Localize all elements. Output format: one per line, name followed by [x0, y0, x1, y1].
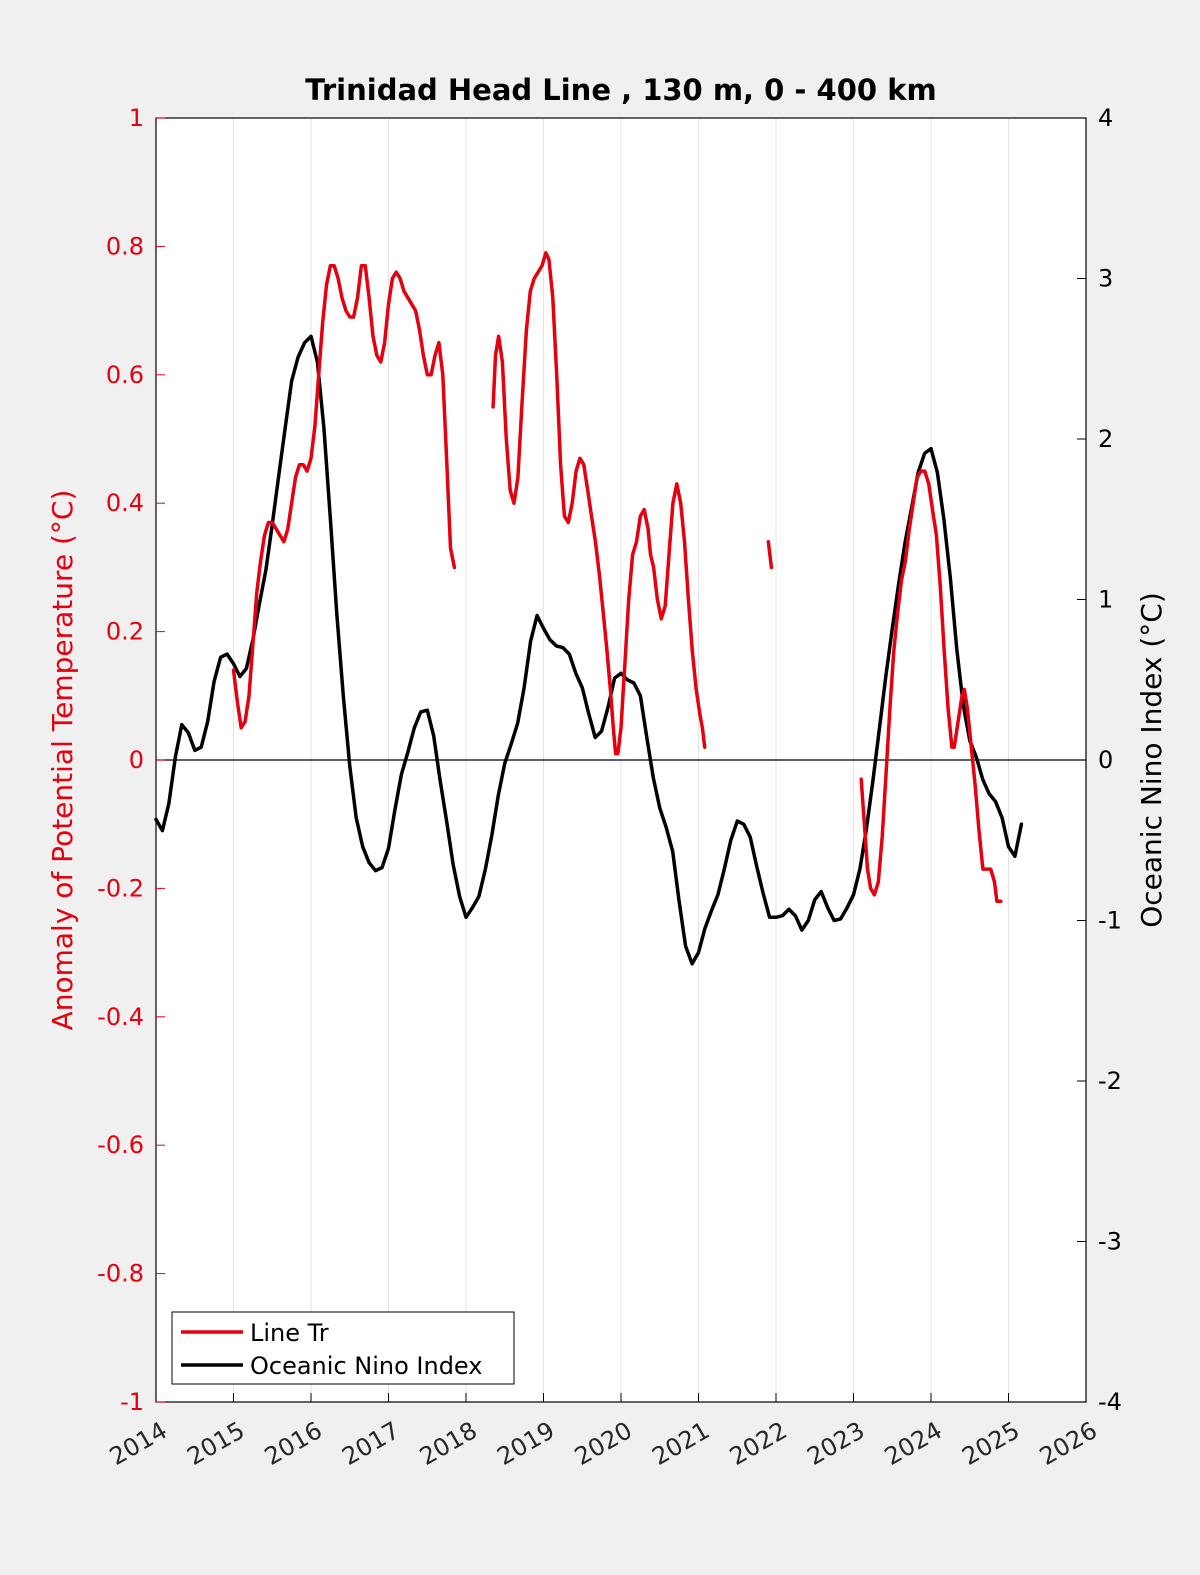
left-tick-label: -1 [120, 1388, 144, 1416]
line-tr-series-segment [231, 263, 457, 730]
legend: Line Tr Oceanic Nino Index [171, 1311, 515, 1385]
left-tick-label: -0.6 [97, 1131, 144, 1159]
left-tick-label: -0.8 [97, 1260, 144, 1288]
left-tick-label: 1 [129, 104, 144, 132]
left-tick-label: 0 [129, 746, 144, 774]
left-tick-label: -0.2 [97, 874, 144, 902]
left-tick-label: 0.6 [106, 361, 144, 389]
left-tick-label: 0.2 [106, 618, 144, 646]
left-tick-label: 0.4 [106, 489, 144, 517]
right-tick-label: 2 [1098, 425, 1113, 453]
right-tick-label: -4 [1098, 1388, 1122, 1416]
line-tr-series-segment [491, 251, 707, 756]
right-tick-label: -2 [1098, 1067, 1122, 1095]
chart-title: Trinidad Head Line , 130 m, 0 - 400 km [305, 73, 936, 107]
right-tick-label: 4 [1098, 104, 1113, 132]
right-tick-label: -1 [1098, 907, 1122, 935]
right-tick-label: 3 [1098, 265, 1113, 293]
legend-box [171, 1311, 515, 1385]
right-tick-label: 0 [1098, 746, 1113, 774]
right-tick-label: -3 [1098, 1228, 1122, 1256]
legend-label-line-tr: Line Tr [250, 1319, 329, 1347]
right-tick-label: 1 [1098, 586, 1113, 614]
oni-series-line [154, 334, 1024, 966]
right-axis-label: Oceanic Nino Index (°C) [1135, 592, 1168, 928]
series-lines [154, 251, 1024, 966]
line-tr-series-segment [859, 469, 1003, 903]
left-axis-label: Anomaly of Potential Temperature (°C) [46, 490, 79, 1031]
legend-label-oni: Oceanic Nino Index [250, 1352, 482, 1380]
left-tick-label: -0.4 [97, 1003, 144, 1031]
line-tr-series-segment [766, 539, 774, 570]
left-tick-label: 0.8 [106, 232, 144, 260]
